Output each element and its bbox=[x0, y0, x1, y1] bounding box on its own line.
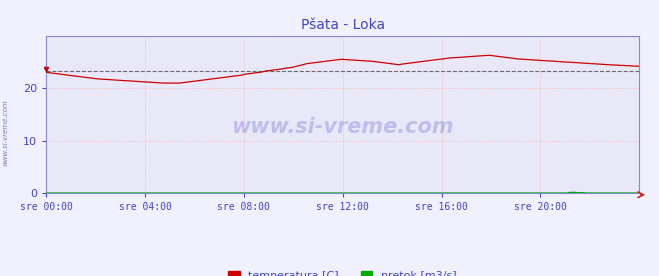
Text: www.si-vreme.com: www.si-vreme.com bbox=[231, 117, 454, 137]
Legend: temperatura [C], pretok [m3/s]: temperatura [C], pretok [m3/s] bbox=[224, 266, 461, 276]
Title: Pšata - Loka: Pšata - Loka bbox=[301, 18, 385, 32]
Text: www.si-vreme.com: www.si-vreme.com bbox=[2, 99, 9, 166]
